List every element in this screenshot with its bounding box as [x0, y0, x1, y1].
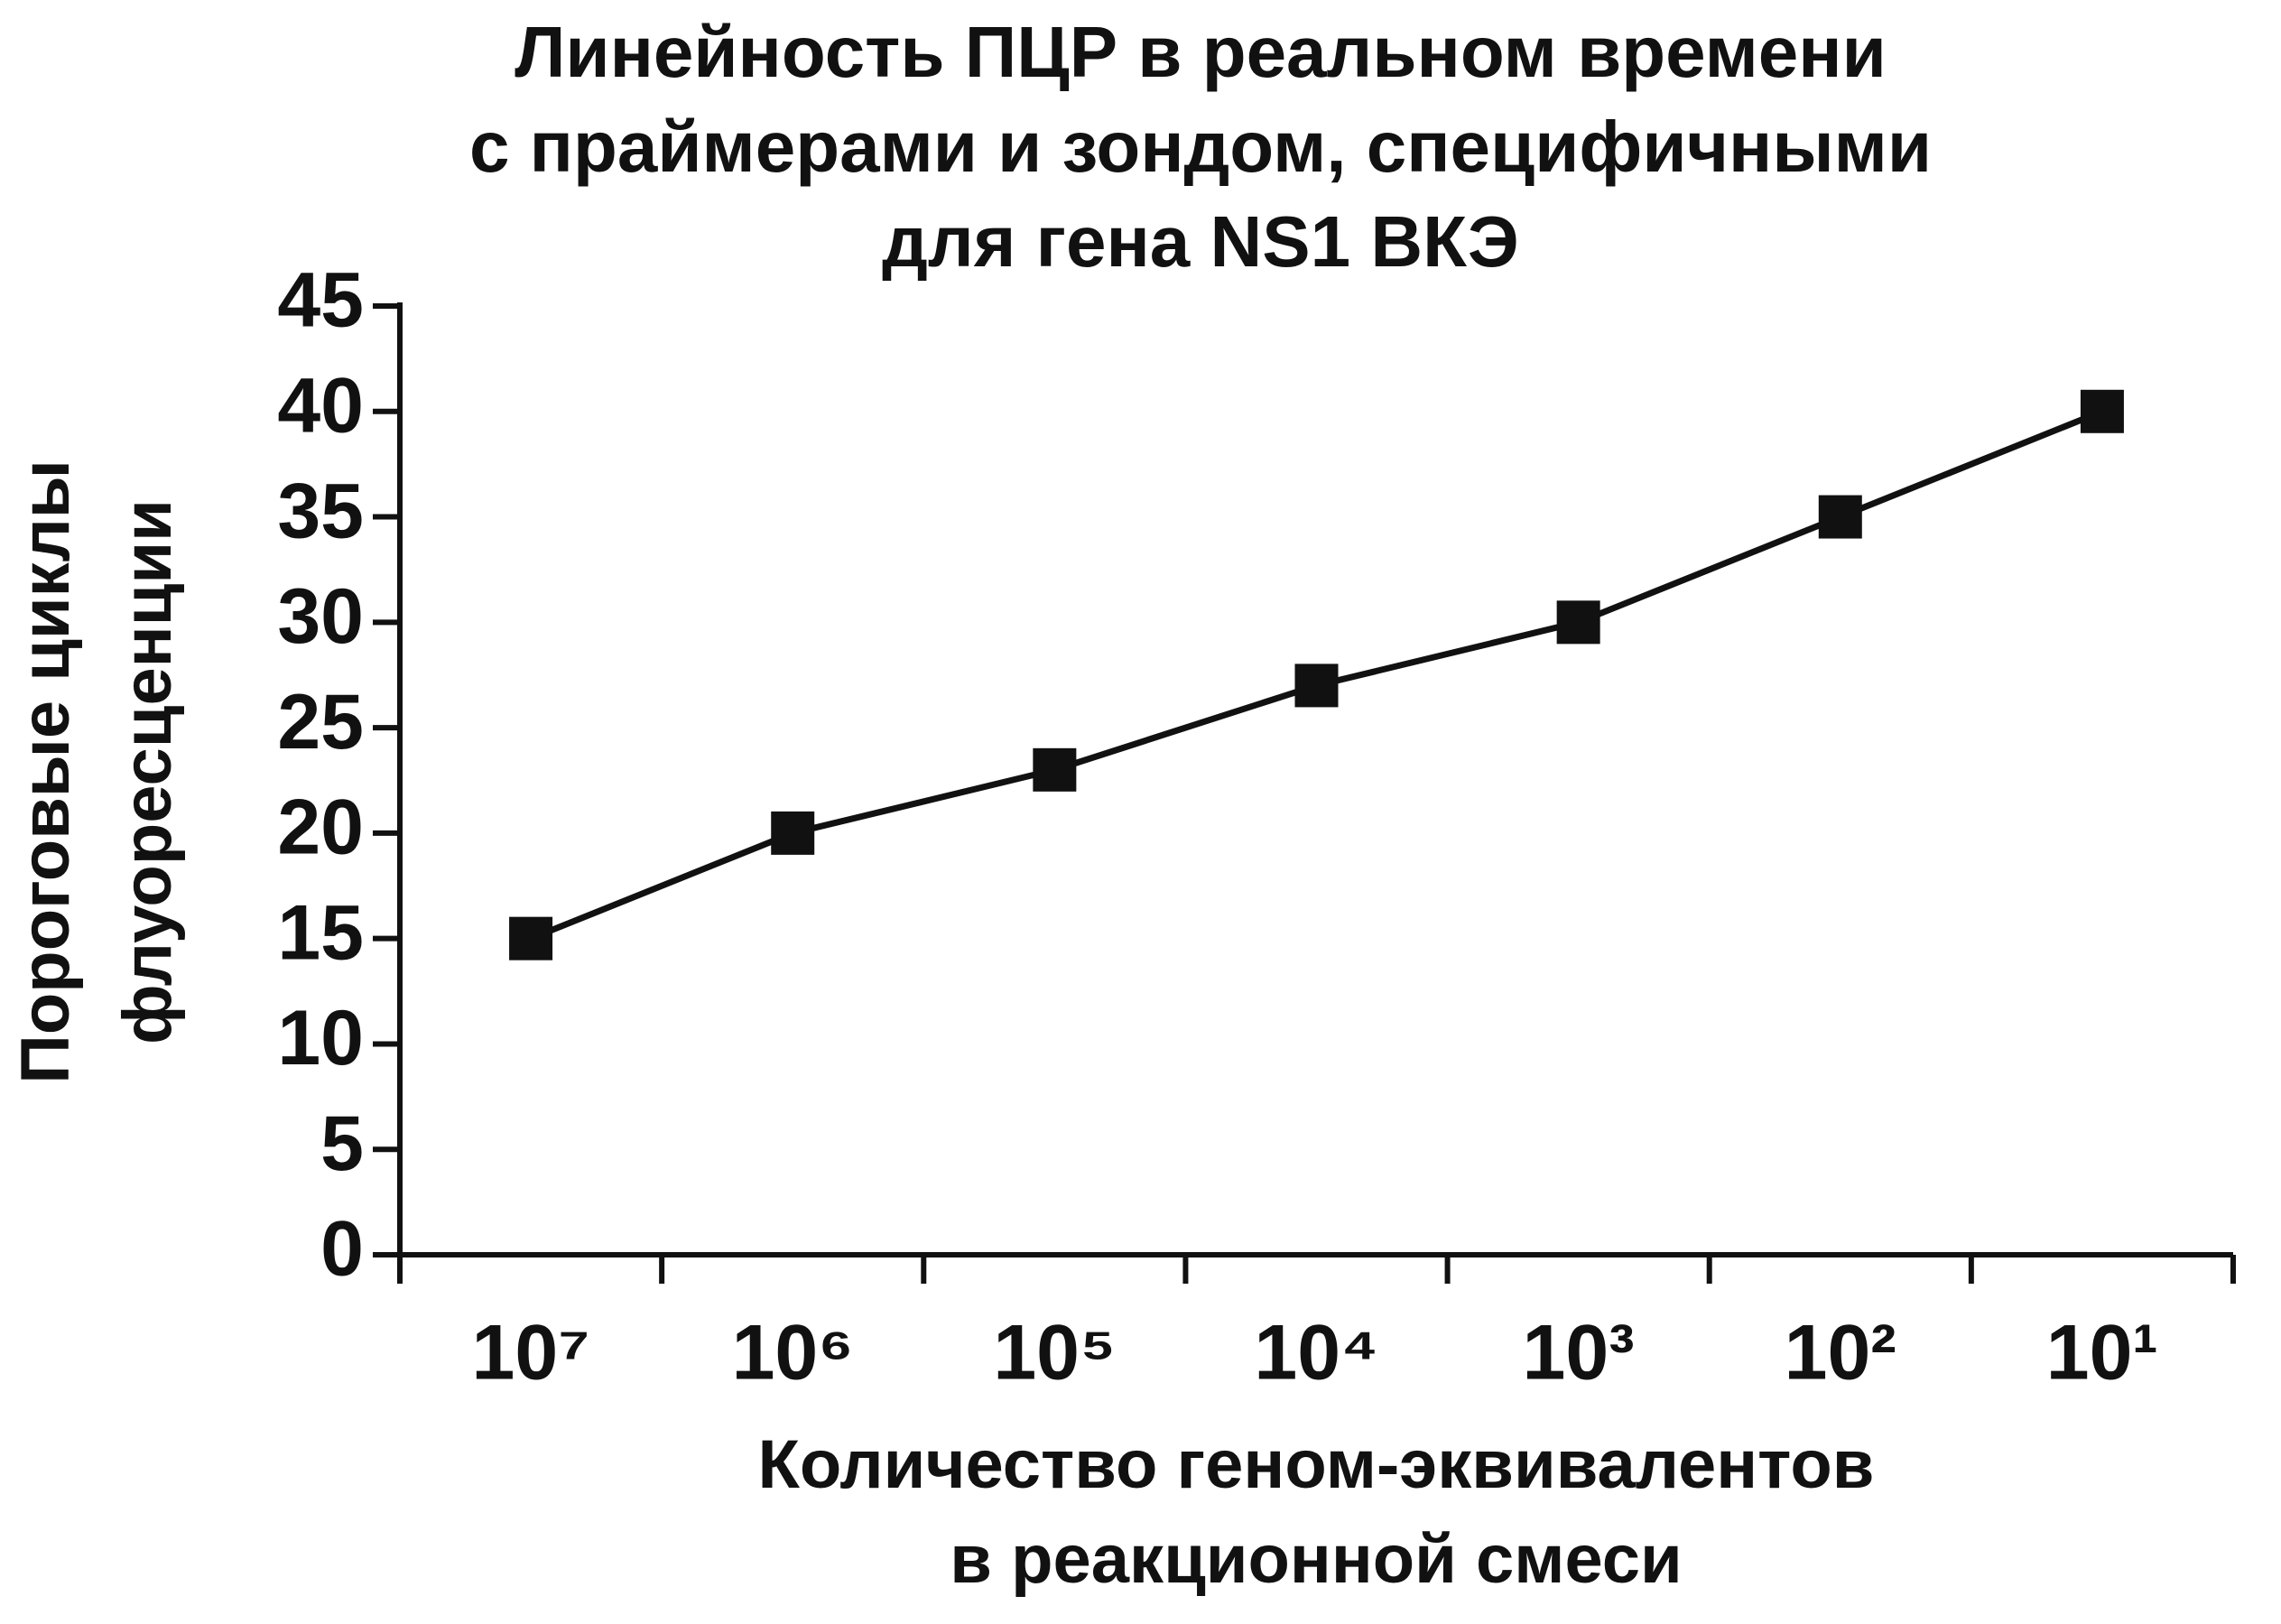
x-tick-label: 10⁴: [1254, 1310, 1378, 1397]
x-tick-label: 10²: [1785, 1310, 1896, 1397]
x-tick-label: 10⁷: [471, 1310, 589, 1397]
x-tick-label: 10⁵: [993, 1310, 1116, 1397]
x-tick-label: 10¹: [2046, 1310, 2158, 1397]
data-point: [771, 811, 815, 855]
y-tick-label: 15: [277, 889, 364, 976]
x-axis-label: Количество геном-эквивалентов: [757, 1426, 1874, 1503]
x-axis-label: в реакционной смеси: [950, 1521, 1683, 1598]
y-tick-label: 45: [277, 257, 364, 344]
y-tick-label: 20: [277, 784, 364, 871]
chart-title: Линейность ПЦР в реальном времени: [515, 12, 1887, 92]
data-point: [1818, 495, 1862, 539]
y-tick-label: 10: [277, 995, 364, 1081]
x-tick-label: 10⁶: [732, 1310, 854, 1397]
data-point: [1033, 747, 1077, 792]
data-point: [2080, 389, 2124, 433]
y-tick-label: 30: [277, 573, 364, 660]
y-tick-label: 0: [320, 1206, 364, 1293]
data-point: [509, 916, 553, 960]
y-tick-label: 5: [320, 1100, 364, 1187]
data-point: [1556, 600, 1600, 645]
y-axis-label: Пороговые циклы: [7, 459, 84, 1084]
y-tick-label: 35: [277, 468, 364, 554]
data-point: [1294, 664, 1339, 708]
y-tick-label: 25: [277, 679, 364, 766]
y-axis-label: флуоресценции: [109, 499, 186, 1044]
chart-title: с праймерами и зондом, специфичными: [469, 107, 1932, 187]
chart-title: для гена NS1 ВКЭ: [882, 201, 1519, 282]
y-tick-label: 40: [277, 362, 364, 449]
x-tick-label: 10³: [1522, 1310, 1634, 1397]
